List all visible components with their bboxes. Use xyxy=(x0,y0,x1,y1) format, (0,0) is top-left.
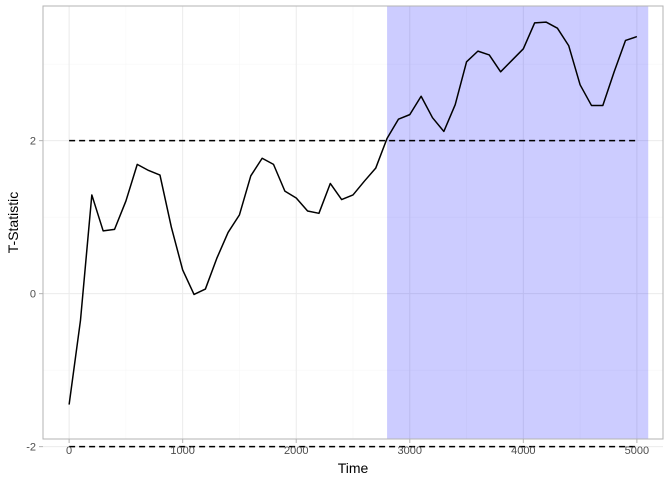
minor-grid xyxy=(43,6,663,439)
highlight-region xyxy=(387,6,649,439)
x-tick-label: 3000 xyxy=(398,445,422,457)
reference-lines xyxy=(69,139,637,448)
x-tick-label: 2000 xyxy=(284,445,308,457)
x-tick-label: 0 xyxy=(66,445,72,457)
y-tick-label: -2 xyxy=(26,442,36,454)
x-axis-title: Time xyxy=(338,460,369,476)
highlight-region-layer xyxy=(387,6,649,439)
series-layer xyxy=(68,21,638,405)
x-axis-ticks: 0 1000 2000 3000 4000 5000 xyxy=(66,439,649,457)
y-tick-label: 2 xyxy=(30,136,36,148)
panel-border-layer xyxy=(42,5,664,440)
y-axis-ticks: -2 0 2 xyxy=(26,136,43,454)
x-tick-label: 4000 xyxy=(511,445,535,457)
x-tick-label: 1000 xyxy=(170,445,194,457)
y-tick-label: 0 xyxy=(30,289,36,301)
series-line-0 xyxy=(68,21,638,405)
x-tick-label: 5000 xyxy=(625,445,649,457)
panel-border xyxy=(42,5,664,440)
y-axis-title: T-Statistic xyxy=(5,192,21,253)
